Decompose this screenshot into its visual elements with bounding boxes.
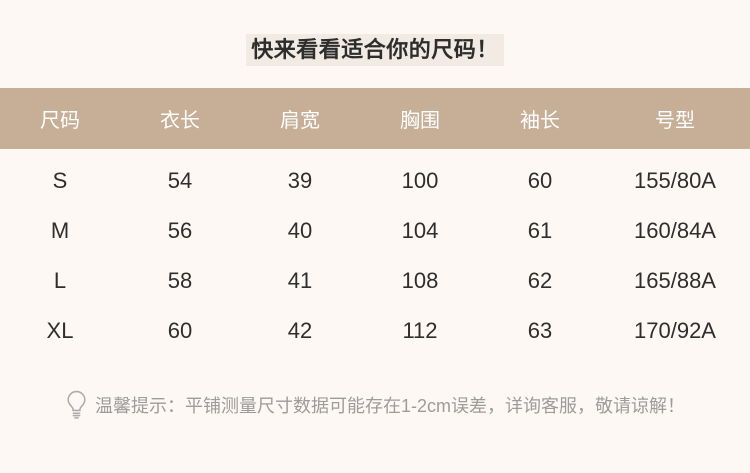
table-cell: M <box>50 218 70 243</box>
table-cell: 165/88A <box>634 268 716 293</box>
table-cell: 42 <box>287 318 313 343</box>
table-row-xl: XL 60 42 112 63 170/92A <box>0 306 750 356</box>
table-cell: XL <box>46 318 74 343</box>
table-cell: 108 <box>401 268 439 293</box>
table-cell: 63 <box>527 318 553 343</box>
notice-row: 温馨提示：平铺测量尺寸数据可能存在1-2cm误差，详询客服，敬请谅解！ <box>0 389 750 420</box>
table-cell: 112 <box>402 318 438 343</box>
table-cell: 40 <box>287 218 313 243</box>
page-title: 快来看看适合你的尺码！ <box>246 34 504 66</box>
table-cell: 41 <box>287 268 313 293</box>
notice-text: 温馨提示：平铺测量尺寸数据可能存在1-2cm误差，详询客服，敬请谅解！ <box>94 395 685 416</box>
title-row: 快来看看适合你的尺码！ <box>0 0 750 66</box>
table-cell: 155/80A <box>634 168 716 193</box>
header-cell-shoulder: 肩宽 <box>280 110 320 132</box>
table-cell: 104 <box>401 218 439 243</box>
size-table-body: S 54 39 100 60 155/80A M 56 40 104 61 16… <box>0 149 750 356</box>
table-cell: 61 <box>527 218 553 243</box>
table-cell: 62 <box>527 268 553 293</box>
table-cell: 160/84A <box>634 218 716 243</box>
size-table-header: 尺码 衣长 肩宽 胸围 袖长 号型 <box>0 88 750 149</box>
table-cell: 60 <box>527 168 553 193</box>
header-cell-size: 尺码 <box>40 110 80 132</box>
header-cell-sleeve: 袖长 <box>520 110 560 132</box>
table-cell: 170/92A <box>634 318 716 343</box>
header-cell-model-number: 号型 <box>655 110 695 132</box>
table-cell: 56 <box>167 218 193 243</box>
lightbulb-icon <box>65 389 88 420</box>
table-row-m: M 56 40 104 61 160/84A <box>0 206 750 256</box>
table-cell: 54 <box>167 168 193 193</box>
table-cell: S <box>52 168 68 193</box>
table-row-s: S 54 39 100 60 155/80A <box>0 156 750 206</box>
header-cell-bust: 胸围 <box>400 110 440 132</box>
table-cell: L <box>53 268 67 293</box>
table-cell: 58 <box>167 268 193 293</box>
table-cell: 39 <box>287 168 313 193</box>
table-cell: 100 <box>401 168 439 193</box>
table-cell: 60 <box>167 318 193 343</box>
header-cell-length: 衣长 <box>160 110 200 132</box>
table-row-l: L 58 41 108 62 165/88A <box>0 256 750 306</box>
